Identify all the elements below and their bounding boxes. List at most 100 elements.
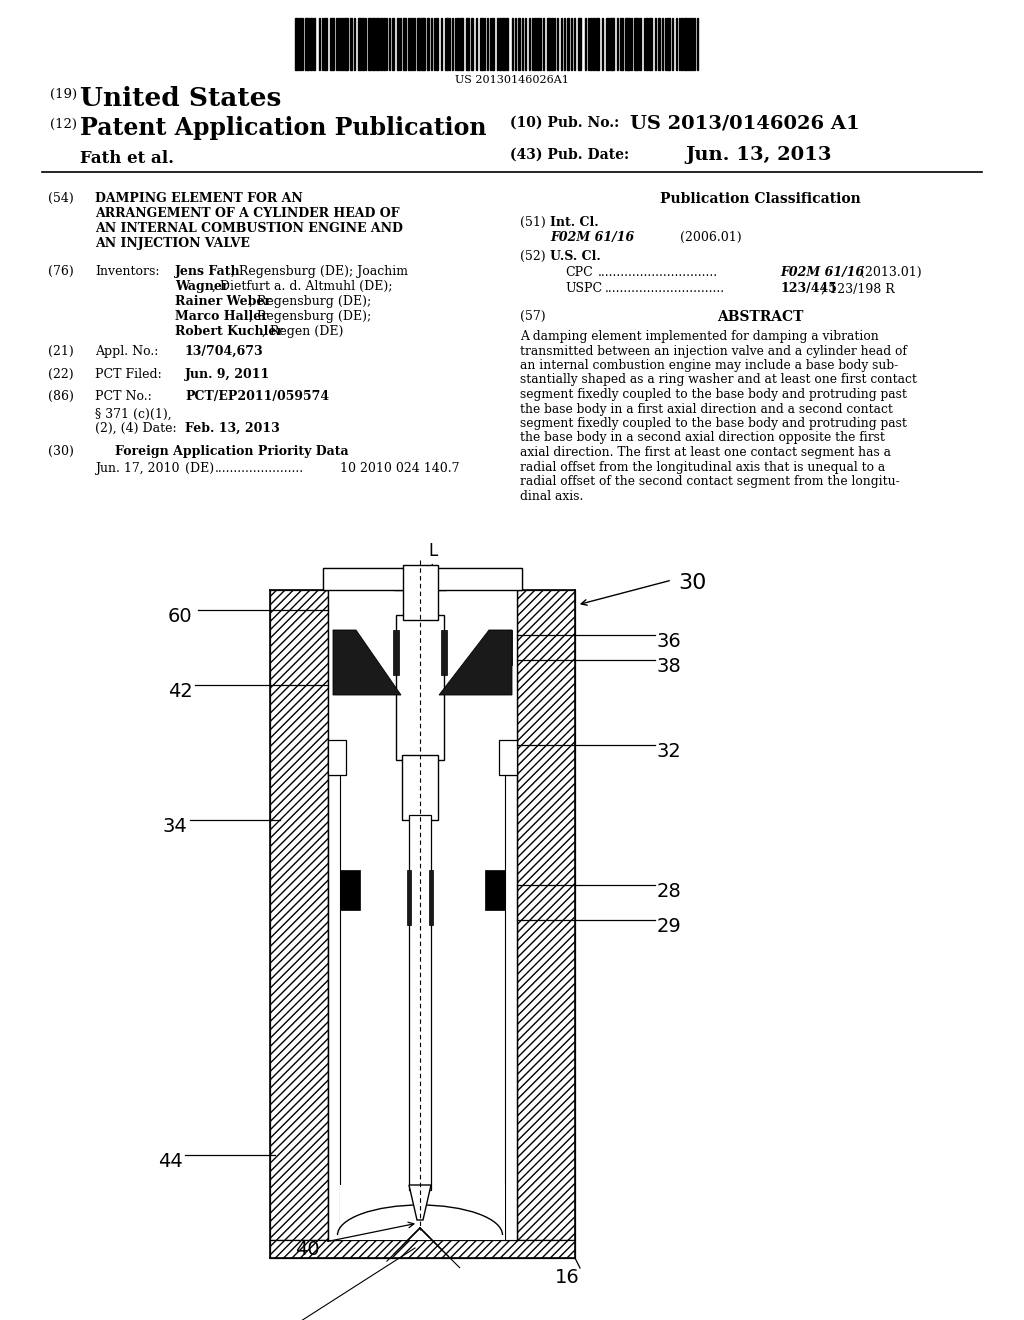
Bar [322,18,323,70]
Bar [455,18,456,70]
Text: Feb. 13, 2013: Feb. 13, 2013 [185,422,280,436]
Text: US 2013/0146026 A1: US 2013/0146026 A1 [630,114,860,132]
Bar [333,630,355,665]
Bar [358,18,360,70]
Text: Wagner: Wagner [175,280,228,293]
Bar [566,18,569,70]
Text: 16: 16 [555,1269,580,1287]
Text: Jens Fath: Jens Fath [175,265,241,279]
Bar [499,741,517,775]
Bar [372,18,375,70]
Bar [414,18,416,70]
Bar [657,18,660,70]
Text: 60: 60 [168,607,193,626]
Bar [522,18,523,70]
Polygon shape [407,870,411,925]
Text: 32: 32 [657,742,682,762]
Bar [409,18,410,70]
Text: (54): (54) [48,191,74,205]
Bar [386,18,387,70]
Bar [588,18,589,70]
Text: radial offset from the longitudinal axis that is unequal to a: radial offset from the longitudinal axis… [520,461,886,474]
Bar [402,755,438,820]
Text: (76): (76) [48,265,74,279]
Text: (10) Pub. No.:: (10) Pub. No.: [510,116,620,129]
Bar [431,18,432,70]
Bar [295,18,298,70]
Text: segment fixedly coupled to the base body and protruding past: segment fixedly coupled to the base body… [520,417,907,430]
Bar [490,630,512,665]
Bar [341,18,343,70]
Bar [460,18,463,70]
Bar [646,18,648,70]
Polygon shape [429,870,433,925]
Text: AN INJECTION VALVE: AN INJECTION VALVE [95,238,250,249]
Bar [330,18,334,70]
Bar [610,18,614,70]
Bar [585,18,586,70]
Bar [502,18,505,70]
Text: 29: 29 [657,917,682,936]
Bar [644,18,645,70]
Bar [517,18,520,70]
Bar [440,18,442,70]
Text: U.S. Cl.: U.S. Cl. [550,249,601,263]
Bar [305,18,309,70]
Bar [694,18,695,70]
Text: 40: 40 [295,1239,319,1259]
Text: , Regensburg (DE);: , Regensburg (DE); [250,294,372,308]
Bar [570,18,572,70]
Bar [299,18,301,70]
Text: 13/704,673: 13/704,673 [185,345,263,358]
Bar [409,814,431,1191]
Bar [338,18,340,70]
Text: .......................: ....................... [215,462,304,475]
Text: Marco Haller: Marco Haller [175,310,268,323]
Text: 34: 34 [162,817,186,836]
Text: axial direction. The first at least one contact segment has a: axial direction. The first at least one … [520,446,891,459]
Bar [679,18,680,70]
Text: AN INTERNAL COMBUSTION ENGINE AND: AN INTERNAL COMBUSTION ENGINE AND [95,222,402,235]
Text: transmitted between an injection valve and a cylinder head of: transmitted between an injection valve a… [520,345,907,358]
Text: (86): (86) [48,389,74,403]
Bar [512,18,513,70]
Text: ABSTRACT: ABSTRACT [717,310,803,323]
Bar [499,741,517,775]
Text: , Dietfurt a. d. Altmuhl (DE);: , Dietfurt a. d. Altmuhl (DE); [212,280,392,293]
Text: (2013.01): (2013.01) [860,267,922,279]
Polygon shape [333,630,401,696]
Text: USPC: USPC [565,282,602,294]
Bar [328,741,346,775]
Bar [340,1185,505,1239]
Bar [313,18,314,70]
Bar [634,18,638,70]
Bar [564,18,565,70]
Text: (30): (30) [48,445,74,458]
Text: (52): (52) [520,249,546,263]
Bar [458,18,459,70]
Text: an internal combustion engine may include a base body sub-: an internal combustion engine may includ… [520,359,898,372]
Text: 10 2010 024 140.7: 10 2010 024 140.7 [340,462,460,475]
Text: Inventors:: Inventors: [95,265,160,279]
Bar [466,18,469,70]
Text: Appl. No.:: Appl. No.: [95,345,159,358]
Bar [681,18,683,70]
Text: (22): (22) [48,368,74,381]
Bar [500,18,501,70]
Text: F02M 61/16: F02M 61/16 [550,231,634,244]
Bar [421,18,425,70]
Bar [691,18,692,70]
Bar [397,18,398,70]
Bar [557,18,558,70]
Text: (51): (51) [520,216,546,228]
Bar [547,18,550,70]
Bar [626,18,630,70]
Bar [507,18,508,70]
Bar [380,18,382,70]
Text: L: L [428,543,437,560]
Bar [620,18,623,70]
Bar [318,18,321,70]
Polygon shape [439,630,512,696]
Text: , Regensburg (DE); Joachim: , Regensburg (DE); Joachim [230,265,408,279]
Bar [696,18,698,70]
